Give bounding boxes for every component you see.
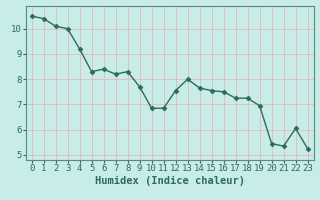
X-axis label: Humidex (Indice chaleur): Humidex (Indice chaleur) (95, 176, 244, 186)
